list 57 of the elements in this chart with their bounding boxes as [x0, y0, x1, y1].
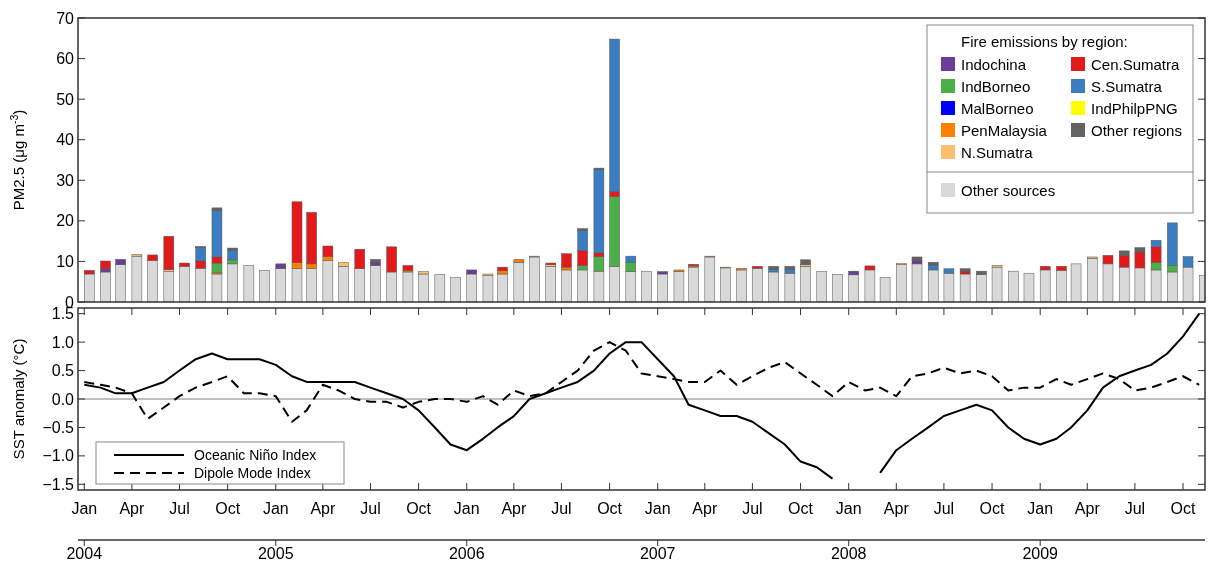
x2-tick-label: 2004: [66, 545, 103, 562]
x-tick-label: Jan: [835, 500, 862, 517]
x-tick-label: Jul: [551, 500, 572, 517]
y-axis-title: SST anomaly (°C): [10, 338, 27, 460]
x-tick-label: Jul: [169, 500, 190, 517]
legend-title: Fire emissions by region:: [961, 33, 1128, 50]
x-tick-label: Oct: [788, 500, 814, 517]
legend-label: S.Sumatra: [1091, 78, 1163, 95]
x-tick-label: Jul: [1124, 500, 1146, 517]
legend-label: PenMalaysia: [961, 122, 1048, 139]
x2-tick-label: 2008: [830, 545, 867, 562]
x-tick-label: Apr: [883, 500, 910, 517]
legend-label: Other regions: [1091, 122, 1182, 139]
legend-label: Oceanic Niño Index: [194, 447, 317, 463]
legend-label: Indochina: [961, 56, 1027, 73]
x-tick-label: Jul: [360, 500, 381, 517]
x-tick-label: Jan: [453, 500, 480, 517]
x-tick-label: Apr: [501, 500, 527, 517]
x-tick-label: Oct: [979, 500, 1006, 517]
x-tick-label: Apr: [692, 500, 718, 517]
x-tick-label: Apr: [1074, 500, 1101, 517]
y-tick-label: −0.5: [42, 419, 75, 437]
legend-label: Dipole Mode Index: [194, 465, 311, 481]
y-tick-label: 30: [56, 171, 75, 189]
y-tick-label: 10: [56, 253, 75, 271]
x-tick-label: Oct: [597, 500, 623, 517]
x-tick-label: Apr: [119, 500, 146, 517]
y-tick-label: 0.5: [51, 362, 75, 380]
x-tick-label: Jan: [71, 500, 98, 517]
y-tick-label: 60: [56, 50, 75, 68]
x-tick-label: Jul: [933, 500, 955, 517]
y-tick-label: 70: [56, 9, 75, 27]
y-tick-label: −1.0: [42, 447, 75, 465]
x2-tick-label: 2009: [1022, 545, 1059, 562]
x-tick-label: Oct: [1170, 500, 1197, 517]
legend-label: Other sources: [961, 182, 1056, 199]
x-tick-label: Oct: [215, 500, 241, 517]
legend-label: IndPhilpPNG: [1091, 100, 1178, 117]
legend-label: IndBorneo: [961, 78, 1031, 95]
x-tick-label: Jul: [742, 500, 763, 517]
x-tick-label: Oct: [406, 500, 432, 517]
x2-tick-label: 2007: [639, 545, 676, 562]
x-tick-label: Apr: [310, 500, 336, 517]
x-tick-label: Jan: [1027, 500, 1054, 517]
y-tick-label: 1.0: [51, 333, 75, 351]
y-tick-label: 20: [56, 212, 75, 230]
x-tick-label: Jan: [262, 500, 289, 517]
x2-tick-label: 2006: [448, 545, 485, 562]
y-tick-label: 50: [56, 90, 75, 108]
y-tick-label: 0.0: [51, 390, 75, 408]
y-tick-label: 40: [56, 131, 75, 149]
legend-label: N.Sumatra: [961, 144, 1034, 161]
legend-label: MalBorneo: [961, 100, 1034, 117]
x-tick-label: Jan: [644, 500, 671, 517]
y-tick-label: −1.5: [42, 475, 75, 493]
x2-tick-label: 2005: [257, 545, 294, 562]
legend-label: Cen.Sumatra: [1091, 56, 1181, 73]
